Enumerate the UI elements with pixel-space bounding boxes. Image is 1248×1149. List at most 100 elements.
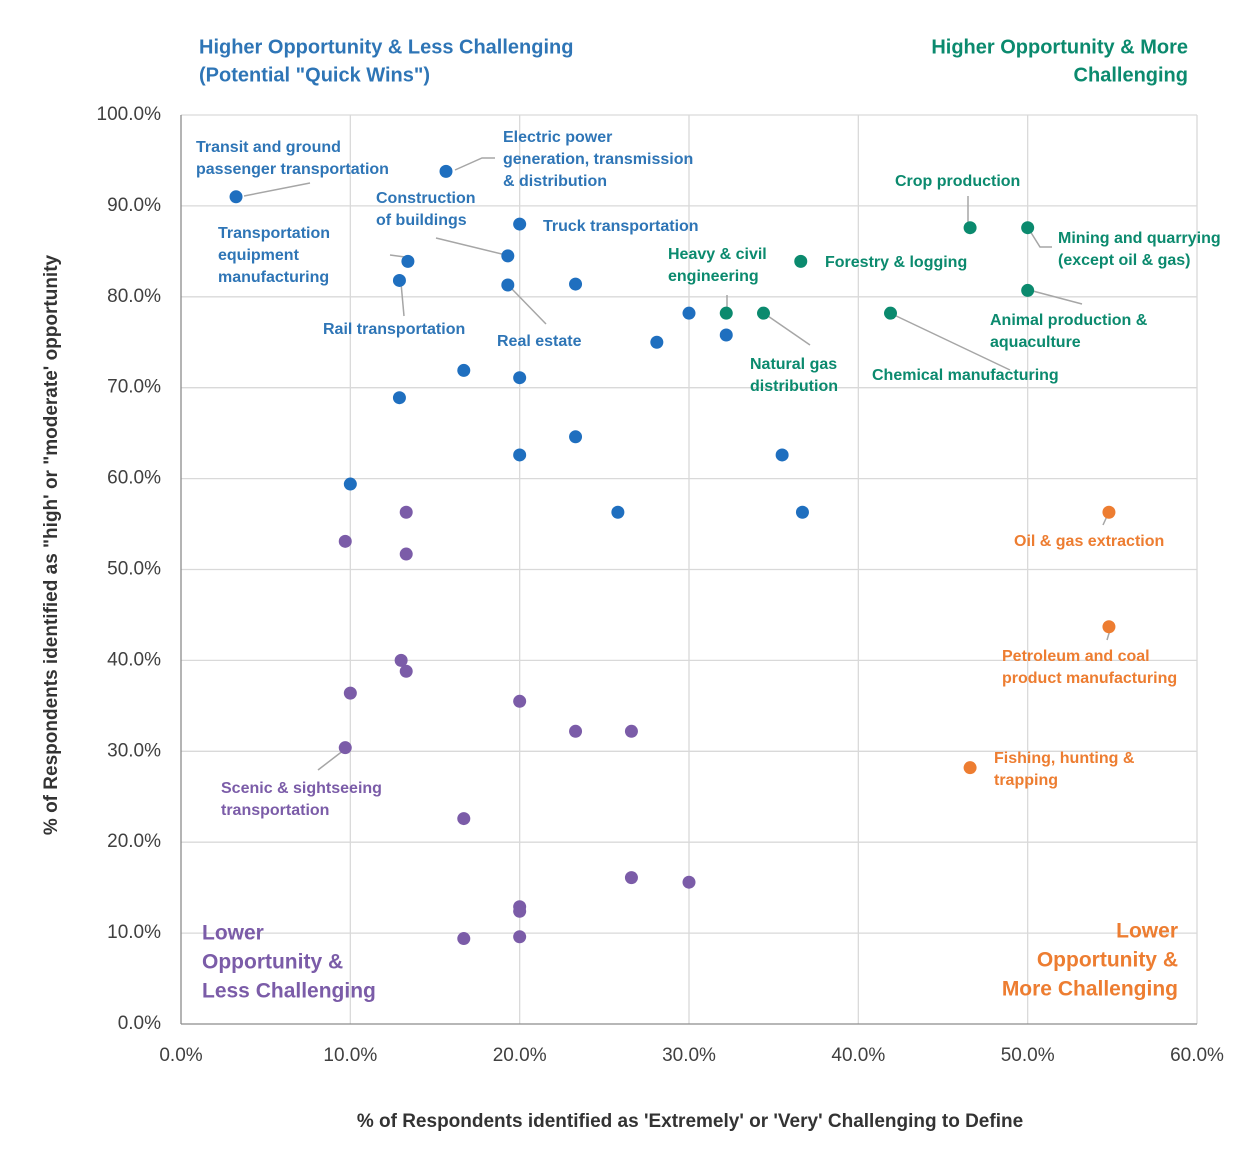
point — [513, 448, 527, 462]
y-tick-label: 20.0% — [107, 831, 161, 852]
y-tick-label: 100.0% — [97, 104, 162, 125]
point — [501, 249, 515, 263]
quadrant-label: Lower — [1116, 920, 1178, 943]
point — [624, 724, 638, 738]
annotation: manufacturing — [218, 269, 329, 286]
annotation: of buildings — [376, 212, 467, 229]
leader-line — [891, 313, 1011, 371]
annotation: engineering — [668, 268, 759, 285]
leader-line — [764, 313, 811, 346]
y-tick-label: 60.0% — [107, 468, 161, 489]
point — [719, 328, 733, 342]
quadrant-label: More Challenging — [1002, 978, 1178, 1001]
annotation: Mining and quarrying — [1058, 230, 1221, 247]
annotation: Construction — [376, 190, 476, 207]
quadrant-label: Opportunity & — [1037, 949, 1178, 972]
quadrant-label: Less Challenging — [202, 980, 376, 1003]
x-tick-label: 50.0% — [1001, 1045, 1055, 1066]
annotation: product manufacturing — [1002, 670, 1177, 687]
annotation: Transportation — [218, 225, 330, 242]
x-tick-label: 20.0% — [493, 1045, 547, 1066]
annotation: Natural gas — [750, 356, 837, 373]
point — [343, 477, 357, 491]
y-axis-title: % of Respondents identified as "high' or… — [41, 254, 62, 835]
point — [513, 904, 527, 918]
point — [794, 254, 808, 268]
point — [343, 686, 357, 700]
annotation: Real estate — [497, 333, 582, 350]
x-tick-label: 60.0% — [1170, 1045, 1224, 1066]
point — [501, 278, 515, 292]
point — [439, 164, 453, 178]
annotation: Electric power — [503, 129, 612, 146]
annotation: (except oil & gas) — [1058, 252, 1190, 269]
point — [457, 932, 471, 946]
point — [1021, 221, 1035, 235]
y-tick-label: 90.0% — [107, 195, 161, 216]
annotation: Transit and ground — [196, 139, 341, 156]
point — [682, 306, 696, 320]
leader-line — [1029, 230, 1052, 248]
point — [682, 875, 696, 889]
point — [338, 741, 352, 755]
y-tick-label: 80.0% — [107, 286, 161, 307]
point — [569, 724, 583, 738]
annotation: Oil & gas extraction — [1014, 533, 1164, 550]
leader-line — [509, 286, 547, 325]
leader-line — [1028, 289, 1083, 305]
point — [513, 371, 527, 385]
point — [569, 277, 583, 291]
point — [650, 335, 664, 349]
annotation: transportation — [221, 802, 329, 819]
annotation: Truck transportation — [543, 218, 699, 235]
leader-line — [454, 157, 495, 171]
point — [392, 391, 406, 405]
point — [1102, 620, 1116, 634]
point — [338, 534, 352, 548]
y-tick-label: 10.0% — [107, 922, 161, 943]
annotation: Rail transportation — [323, 321, 465, 338]
annotation: passenger transportation — [196, 161, 389, 178]
point — [1102, 505, 1116, 519]
y-tick-label: 0.0% — [118, 1013, 161, 1034]
annotation: Petroleum and coal — [1002, 648, 1150, 665]
annotation: generation, transmission — [503, 151, 693, 168]
annotation: & distribution — [503, 173, 607, 190]
point — [401, 254, 415, 268]
leader-line — [435, 237, 511, 257]
quadrant-label: Higher Opportunity & Less Challenging — [199, 36, 573, 58]
quadrant-label: Higher Opportunity & More — [931, 36, 1188, 58]
point — [394, 653, 408, 667]
point — [963, 221, 977, 235]
annotation: Chemical manufacturing — [872, 367, 1059, 384]
x-axis-title: % of Respondents identified as 'Extremel… — [357, 1111, 1023, 1132]
quadrant-label: Opportunity & — [202, 951, 343, 974]
annotation: distribution — [750, 378, 838, 395]
annotation: Fishing, hunting & — [994, 750, 1135, 767]
point — [757, 306, 771, 320]
point — [624, 871, 638, 885]
x-tick-label: 30.0% — [662, 1045, 716, 1066]
quadrant-label: (Potential "Quick Wins") — [199, 64, 430, 86]
leader-line — [243, 182, 311, 197]
point — [569, 430, 583, 444]
point — [795, 505, 809, 519]
y-tick-label: 70.0% — [107, 377, 161, 398]
annotation: equipment — [218, 247, 300, 264]
annotation: Crop production — [895, 173, 1020, 190]
point — [963, 761, 977, 775]
annotation: Animal production & — [990, 312, 1148, 329]
annotation: trapping — [994, 772, 1058, 789]
point — [457, 363, 471, 377]
y-tick-label: 40.0% — [107, 649, 161, 670]
point — [1021, 283, 1035, 297]
x-tick-label: 40.0% — [831, 1045, 885, 1066]
annotation: Scenic & sightseeing — [221, 780, 382, 797]
leader-line — [389, 254, 406, 258]
y-tick-label: 30.0% — [107, 740, 161, 761]
quadrant-label: Challenging — [1074, 64, 1188, 86]
annotation: aquaculture — [990, 334, 1081, 351]
point — [399, 664, 413, 678]
x-tick-label: 0.0% — [159, 1045, 202, 1066]
point — [719, 306, 733, 320]
